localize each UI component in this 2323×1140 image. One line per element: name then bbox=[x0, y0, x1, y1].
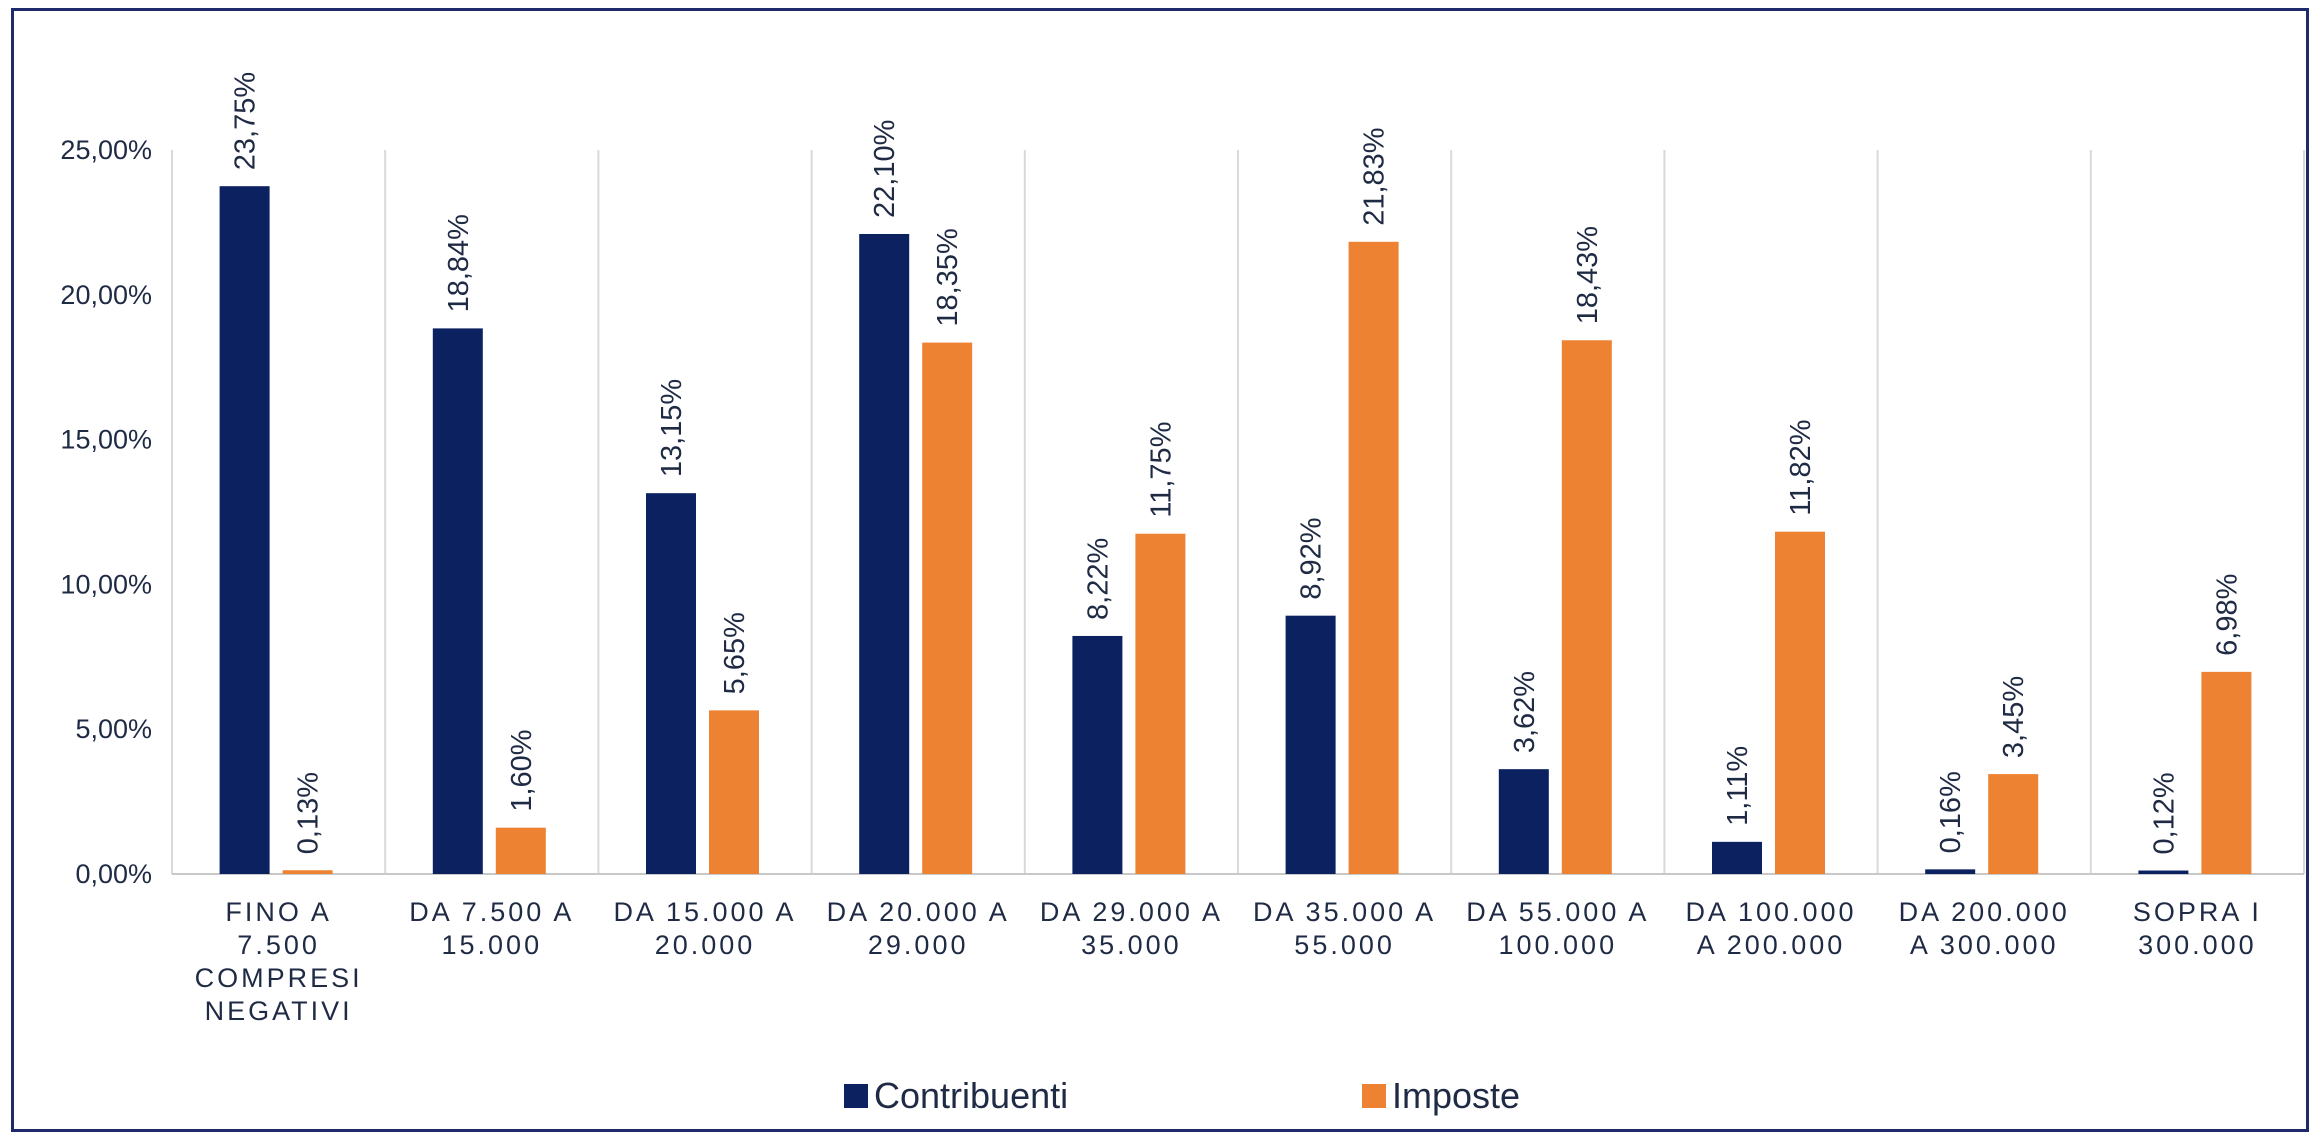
x-tick-label: DA 200.000 A 300.000 bbox=[1899, 897, 2070, 960]
bar-contribuenti bbox=[1925, 869, 1976, 874]
bar-contribuenti bbox=[432, 328, 483, 875]
grid-lines bbox=[171, 150, 2305, 875]
x-tick-label: DA 20.000 A 29.000 bbox=[827, 897, 1010, 960]
data-label: 8,22% bbox=[1082, 538, 1114, 620]
x-tick-line: 35.000 bbox=[1081, 930, 1182, 960]
data-label: 0,16% bbox=[1935, 771, 1967, 853]
bar-imposte bbox=[2201, 671, 2252, 874]
data-label: 18,84% bbox=[443, 214, 475, 312]
y-tick-label: 25,00% bbox=[60, 135, 152, 165]
x-tick-line: 7.500 bbox=[237, 930, 320, 960]
y-tick-label: 10,00% bbox=[60, 569, 152, 599]
x-tick-label: FINO A 7.500 COMPRESI NEGATIVI bbox=[195, 897, 363, 1026]
x-tick-line: DA 15.000 A bbox=[613, 897, 796, 927]
bar-imposte bbox=[1775, 531, 1825, 874]
legend: Contribuenti Imposte bbox=[844, 1075, 1520, 1116]
data-label: 1,60% bbox=[506, 729, 538, 811]
data-label: 0,13% bbox=[293, 772, 325, 854]
x-tick-line: 15.000 bbox=[442, 930, 543, 960]
x-tick-line: DA 100.000 bbox=[1685, 897, 1856, 927]
bar-contribuenti bbox=[646, 493, 696, 874]
x-tick-line: DA 55.000 A bbox=[1466, 897, 1649, 927]
data-label: 1,11% bbox=[1722, 746, 1754, 826]
legend-item-imposte: Imposte bbox=[1362, 1075, 1520, 1116]
x-tick-label: DA 35.000 A 55.000 bbox=[1253, 897, 1436, 960]
bar-imposte bbox=[1348, 241, 1399, 874]
data-label: 5,65% bbox=[719, 612, 751, 694]
data-label: 22,10% bbox=[869, 120, 901, 218]
x-tick-line: FINO A bbox=[225, 897, 332, 927]
bar-chart: 0,00% 5,00% 10,00% 15,00% 20,00% 25,00% 23,75… bbox=[60, 72, 2305, 1116]
data-label: 21,83% bbox=[1359, 127, 1391, 225]
x-tick-line: DA 7.500 A bbox=[409, 897, 574, 927]
y-tick-label: 20,00% bbox=[60, 280, 152, 310]
data-label: 3,45% bbox=[1998, 676, 2030, 758]
bar-imposte bbox=[1135, 533, 1186, 874]
y-tick-label: 0,00% bbox=[75, 859, 152, 889]
bar-imposte bbox=[709, 710, 759, 874]
x-tick-line: 20.000 bbox=[655, 930, 756, 960]
bar-imposte bbox=[282, 870, 333, 874]
data-label: 23,75% bbox=[230, 72, 262, 170]
x-tick-label: DA 55.000 A 100.000 bbox=[1466, 897, 1649, 960]
x-tick-line: DA 35.000 A bbox=[1253, 897, 1436, 927]
legend-swatch bbox=[844, 1084, 868, 1108]
data-labels: 23,75% 18,84% 13,15% 22,10% 8,22% 8,92% 3,62% 1… bbox=[230, 72, 2244, 855]
x-tick-line: COMPRESI bbox=[195, 963, 363, 993]
x-tick-line: A 300.000 bbox=[1910, 930, 2059, 960]
data-label: 6,98% bbox=[2211, 574, 2243, 656]
x-tick-line: NEGATIVI bbox=[205, 996, 353, 1026]
x-tick-line: 100.000 bbox=[1498, 930, 1617, 960]
chart-frame: 0,00% 5,00% 10,00% 15,00% 20,00% 25,00% 23,75… bbox=[11, 8, 2309, 1132]
data-label: 3,62% bbox=[1509, 671, 1541, 753]
x-tick-label: DA 100.000 A 200.000 bbox=[1685, 897, 1856, 960]
data-label: 8,92% bbox=[1296, 517, 1328, 599]
bar-contribuenti bbox=[1712, 841, 1762, 874]
y-tick-label: 15,00% bbox=[60, 425, 152, 455]
y-axis-ticks: 0,00% 5,00% 10,00% 15,00% 20,00% 25,00% bbox=[60, 135, 152, 889]
x-axis-ticks: FINO A 7.500 COMPRESI NEGATIVI DA 7.500 A 15.… bbox=[195, 897, 2262, 1026]
bar-contribuenti bbox=[219, 186, 270, 874]
legend-item-contribuenti: Contribuenti bbox=[844, 1075, 1068, 1116]
data-label: 18,35% bbox=[932, 228, 964, 326]
bar-contribuenti bbox=[1498, 769, 1549, 874]
data-label: 11,82% bbox=[1785, 419, 1817, 515]
x-tick-line: A 200.000 bbox=[1697, 930, 1846, 960]
bar-imposte bbox=[922, 342, 973, 875]
x-tick-line: 55.000 bbox=[1294, 930, 1395, 960]
bar-imposte bbox=[495, 827, 546, 874]
x-tick-label: DA 29.000 A 35.000 bbox=[1040, 897, 1223, 960]
data-label: 18,43% bbox=[1572, 226, 1604, 324]
legend-swatch bbox=[1362, 1084, 1386, 1108]
x-tick-label: DA 7.500 A 15.000 bbox=[409, 897, 574, 960]
data-label: 13,15% bbox=[656, 379, 688, 477]
data-label: 0,12% bbox=[2148, 772, 2180, 854]
bars bbox=[219, 186, 2252, 875]
y-tick-label: 5,00% bbox=[75, 714, 152, 744]
bar-contribuenti bbox=[859, 233, 910, 874]
x-tick-line: 29.000 bbox=[868, 930, 969, 960]
x-tick-label: DA 15.000 A 20.000 bbox=[613, 897, 796, 960]
legend-label: Contribuenti bbox=[874, 1075, 1068, 1116]
bar-imposte bbox=[1561, 340, 1612, 874]
legend-label: Imposte bbox=[1392, 1075, 1520, 1116]
x-tick-line: SOPRA I bbox=[2133, 897, 2262, 927]
bar-contribuenti bbox=[1285, 615, 1336, 874]
data-label: 11,75% bbox=[1145, 422, 1177, 518]
x-tick-line: 300.000 bbox=[2138, 930, 2257, 960]
x-tick-label: SOPRA I 300.000 bbox=[2133, 897, 2262, 960]
x-tick-line: DA 29.000 A bbox=[1040, 897, 1223, 927]
x-tick-line: DA 200.000 bbox=[1899, 897, 2070, 927]
x-tick-line: DA 20.000 A bbox=[827, 897, 1010, 927]
bar-contribuenti bbox=[1072, 635, 1123, 874]
bar-contribuenti bbox=[2138, 870, 2189, 874]
bar-imposte bbox=[1988, 774, 2039, 874]
